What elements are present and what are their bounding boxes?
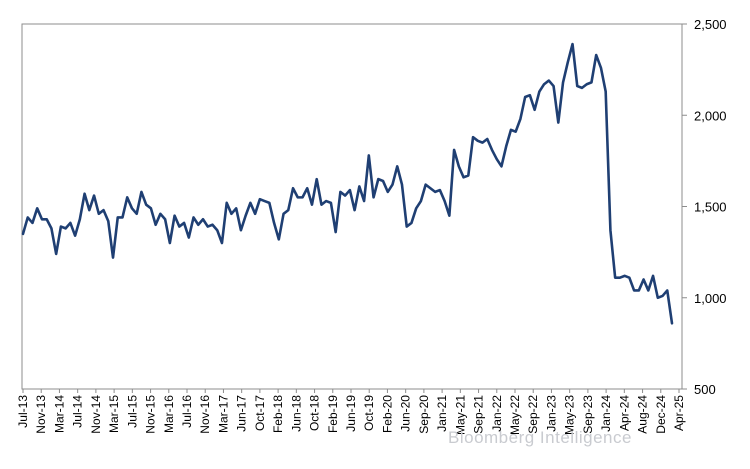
x-tick-label: Oct-18 — [308, 395, 322, 431]
y-tick-label: 1,500 — [694, 200, 727, 215]
x-tick-label: Jan-21 — [435, 395, 449, 432]
plot-frame — [21, 23, 683, 390]
x-tick-label: Jul-16 — [180, 395, 194, 428]
x-tick-label: Jun-20 — [399, 395, 413, 432]
x-tick-label: Sep-23 — [581, 395, 595, 434]
x-tick-label: Oct-19 — [362, 395, 376, 431]
x-tick-label: Feb-20 — [380, 395, 394, 433]
x-tick-label: Feb-18 — [271, 395, 285, 433]
x-tick-label: Jun-17 — [235, 395, 249, 432]
x-tick-label: May-23 — [563, 395, 577, 435]
chart-axes — [21, 23, 683, 390]
x-tick-label: Nov-16 — [198, 395, 212, 434]
y-axis-ticks: 2,500 2,000 1,500 1,000 500 — [682, 17, 727, 397]
x-tick-label: Nov-13 — [34, 395, 48, 434]
x-tick-label: Jan-23 — [544, 395, 558, 432]
x-tick-label: Sep-20 — [417, 395, 431, 434]
x-tick-label: Jul-15 — [125, 395, 139, 428]
x-tick-label: Mar-15 — [107, 395, 121, 433]
y-tick-label: 2,000 — [694, 108, 727, 123]
x-tick-label: May-22 — [508, 395, 522, 435]
x-tick-label: Nov-14 — [89, 395, 103, 434]
x-tick-label: Sep-22 — [526, 395, 540, 434]
x-tick-label: May-21 — [453, 395, 467, 435]
x-tick-label: Apr-24 — [617, 395, 631, 431]
x-tick-label: Jun-18 — [289, 395, 303, 432]
y-tick-label: 1,000 — [694, 291, 727, 306]
x-tick-label: Nov-15 — [144, 395, 158, 434]
y-tick-label: 500 — [694, 382, 716, 397]
x-tick-label: Jul-13 — [16, 395, 30, 428]
x-tick-label: Mar-17 — [216, 395, 230, 433]
x-axis-ticks: Jul-13 Nov-13 Mar-14 Jul-14 Nov-14 Mar-15 Jul-… — [16, 389, 686, 435]
x-tick-label: Feb-19 — [326, 395, 340, 433]
x-tick-label: Dec-24 — [654, 395, 668, 434]
x-tick-label: Mar-16 — [162, 395, 176, 433]
x-tick-label: Jun-19 — [344, 395, 358, 432]
series-line — [21, 42, 674, 325]
x-tick-label: Oct-17 — [253, 395, 267, 431]
x-tick-label: Aug-24 — [636, 395, 650, 434]
x-tick-label: Jul-14 — [71, 395, 85, 428]
x-tick-label: Jan-22 — [490, 395, 504, 432]
x-tick-label: Sep-21 — [472, 395, 486, 434]
y-tick-label: 2,500 — [694, 17, 727, 32]
x-tick-label: Mar-14 — [52, 395, 66, 433]
watermark-text: Bloomberg Intelligence — [448, 428, 632, 447]
x-tick-label: Apr-25 — [672, 395, 686, 431]
x-tick-label: Jan-24 — [599, 395, 613, 432]
